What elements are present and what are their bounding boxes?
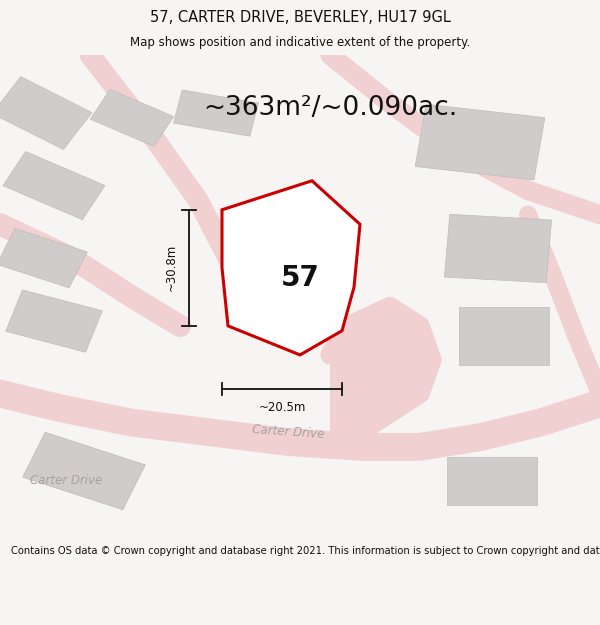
Polygon shape (415, 104, 545, 180)
Polygon shape (3, 151, 105, 220)
Text: Contains OS data © Crown copyright and database right 2021. This information is : Contains OS data © Crown copyright and d… (11, 546, 600, 556)
Text: 57, CARTER DRIVE, BEVERLEY, HU17 9GL: 57, CARTER DRIVE, BEVERLEY, HU17 9GL (149, 10, 451, 25)
Polygon shape (241, 229, 311, 278)
Polygon shape (0, 77, 92, 149)
Polygon shape (445, 214, 551, 282)
Polygon shape (0, 229, 87, 288)
Text: Map shows position and indicative extent of the property.: Map shows position and indicative extent… (130, 36, 470, 49)
Polygon shape (91, 89, 173, 146)
Polygon shape (330, 306, 432, 442)
Text: ~363m²/~0.090ac.: ~363m²/~0.090ac. (203, 95, 457, 121)
Text: 57: 57 (281, 264, 319, 291)
Polygon shape (173, 90, 259, 136)
Polygon shape (6, 290, 102, 352)
Polygon shape (222, 181, 360, 355)
Polygon shape (23, 432, 145, 510)
Text: Carter Drive: Carter Drive (30, 474, 102, 488)
Polygon shape (459, 306, 549, 364)
Text: ~30.8m: ~30.8m (165, 244, 178, 291)
Polygon shape (447, 456, 537, 505)
Text: ~20.5m: ~20.5m (259, 401, 305, 414)
Text: Carter Drive: Carter Drive (251, 423, 325, 441)
